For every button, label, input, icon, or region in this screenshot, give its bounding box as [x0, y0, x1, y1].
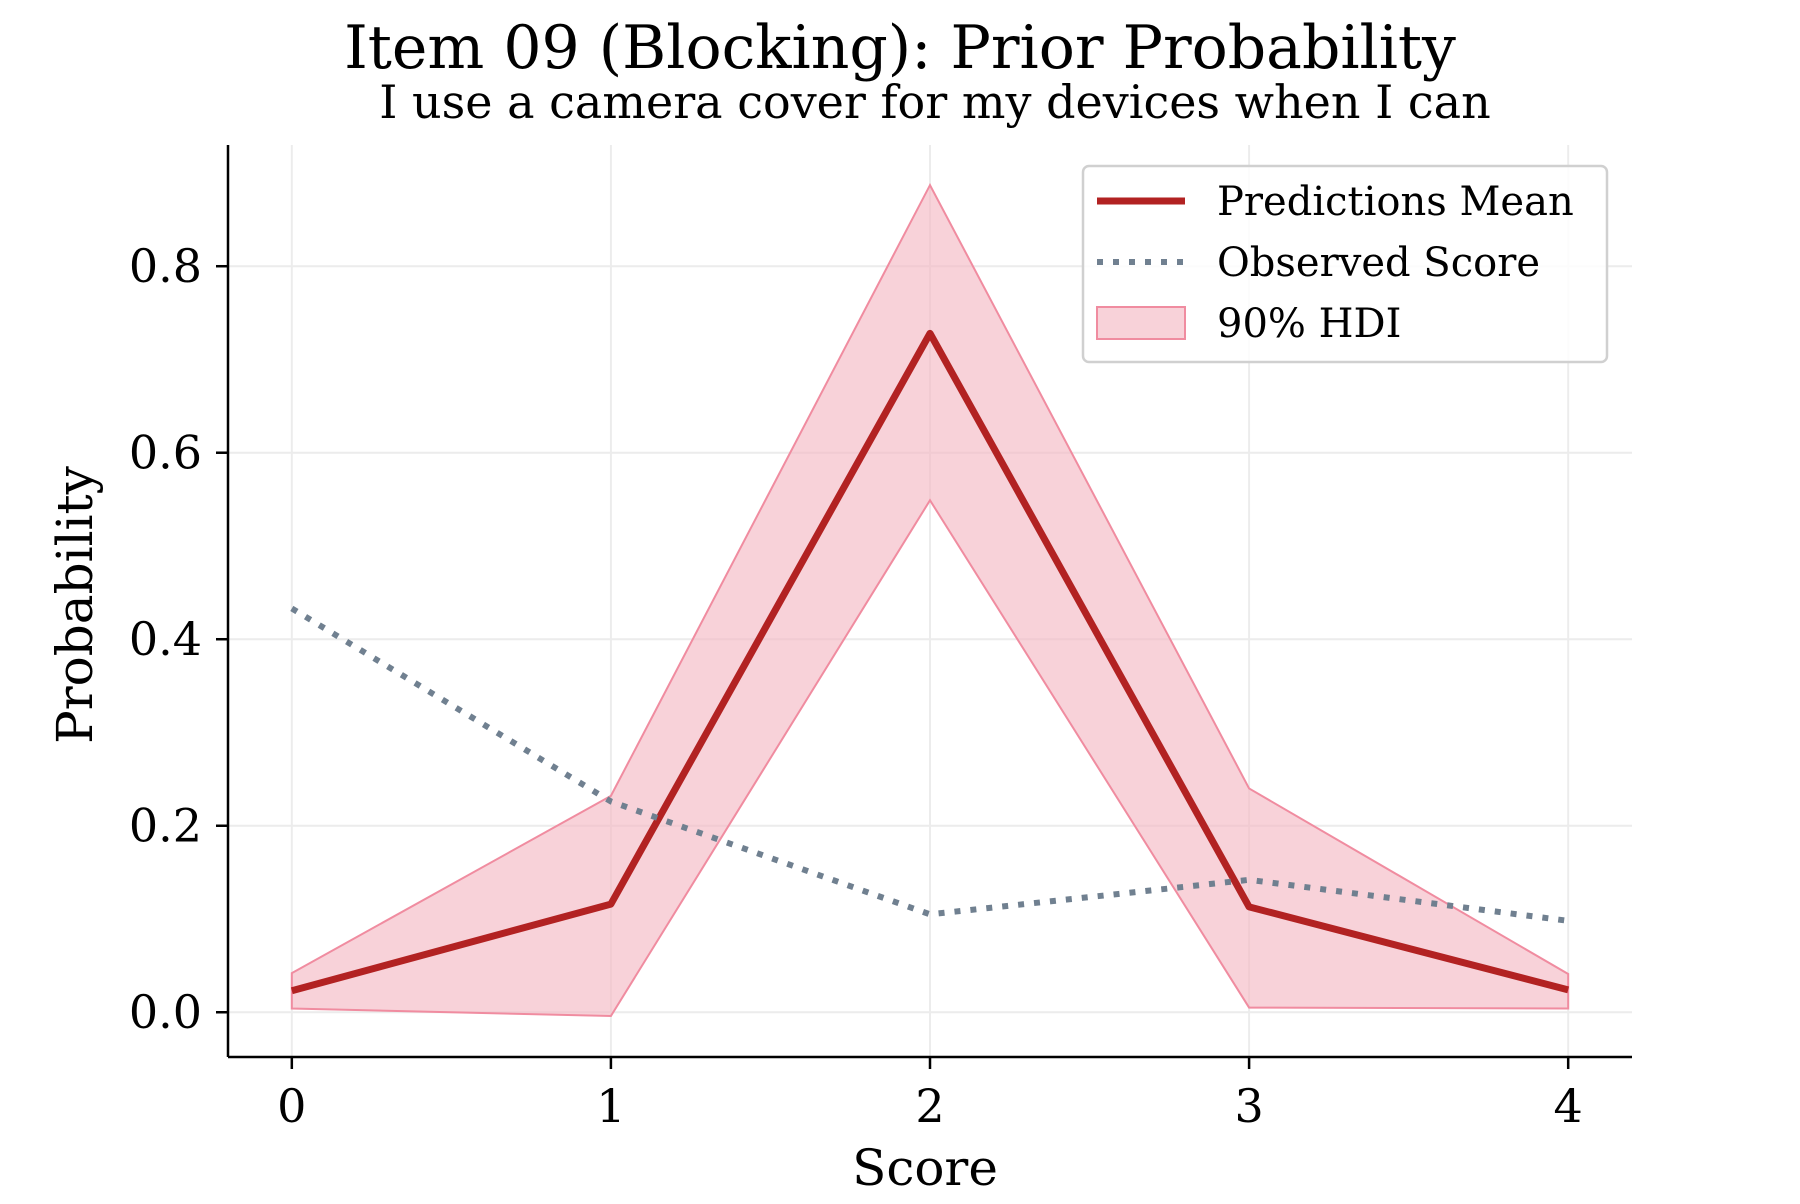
- legend-label-0: Predictions Mean: [1217, 179, 1574, 225]
- x-tick-label-2: 2: [915, 1079, 944, 1133]
- series-line-0: [290, 329, 1570, 995]
- x-tick-label-3: 3: [1234, 1079, 1263, 1133]
- hdi-band-group: [290, 182, 1570, 1017]
- legend: Predictions Mean Observed Score 90% HDI: [1081, 164, 1609, 364]
- axes-group: 0 1 2 3 4 0.0 0.2 0.4 0.6 0.8: [129, 145, 1632, 1133]
- hdi-band: [290, 182, 1570, 1017]
- y-tick-label-3: 0.6: [129, 426, 202, 480]
- legend-box: [1081, 164, 1609, 364]
- chart-subtitle: I use a camera cover for my devices when…: [379, 75, 1490, 129]
- chart-title: Item 09 (Blocking): Prior Probability: [344, 13, 1456, 83]
- x-tick-label-4: 4: [1554, 1079, 1583, 1133]
- y-tick-label-1: 0.2: [129, 799, 202, 853]
- y-tick-label-4: 0.8: [129, 239, 202, 293]
- series-group: [290, 329, 1570, 995]
- y-tick-label-0: 0.0: [129, 985, 202, 1039]
- series-line-1: [290, 605, 1569, 924]
- x-axis-label: Score: [852, 1139, 998, 1197]
- legend-swatch-2: [1096, 306, 1186, 340]
- y-axis-label: Probability: [46, 465, 104, 744]
- x-tick-label-0: 0: [277, 1079, 306, 1133]
- x-tick-label-1: 1: [596, 1079, 625, 1133]
- legend-label-1: Observed Score: [1217, 240, 1540, 286]
- legend-label-2: 90% HDI: [1217, 301, 1401, 347]
- y-tick-label-2: 0.4: [129, 612, 202, 666]
